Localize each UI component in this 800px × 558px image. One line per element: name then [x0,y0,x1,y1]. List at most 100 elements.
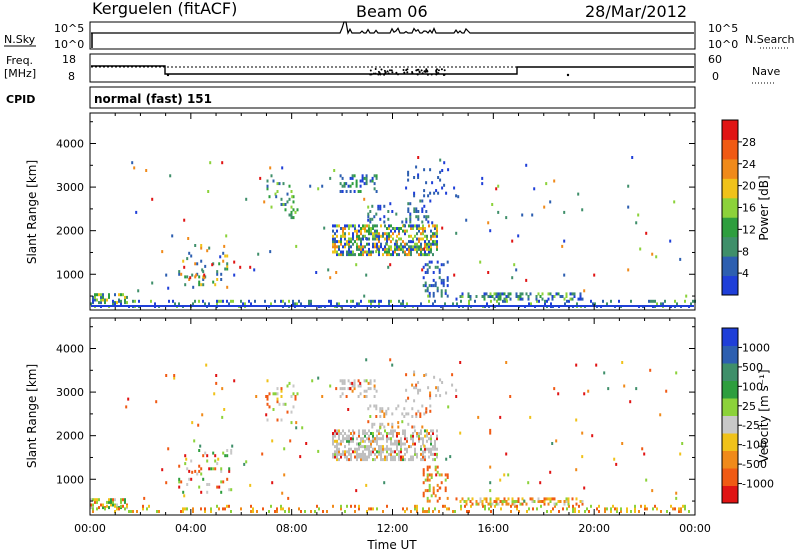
data-cell [362,450,364,454]
data-cell [565,295,568,298]
data-cell [511,500,514,503]
data-cell [430,247,432,251]
data-cell [428,291,431,295]
data-cell [372,242,374,246]
data-cell [219,255,222,259]
data-cell [423,194,426,198]
data-cell [388,447,390,451]
data-cell [414,447,416,451]
data-cell [182,510,184,513]
data-cell [392,432,394,435]
data-cell [404,458,406,462]
data-cell [120,498,122,502]
data-cell [424,458,426,462]
data-cell [497,210,500,214]
data-cell [362,224,364,228]
data-cell [428,294,431,298]
data-cell [412,245,414,249]
data-cell [511,239,514,243]
data-cell [590,299,592,303]
data-cell [231,444,234,448]
data-cell [365,273,368,277]
data-cell [418,240,420,244]
data-cell [228,488,231,492]
data-cell [178,272,181,276]
data-cell [436,470,439,474]
data-cell [413,191,416,195]
data-cell [210,467,213,471]
data-cell [382,445,384,449]
data-cell [385,412,388,416]
data-cell [436,265,439,269]
data-cell [527,295,530,298]
data-cell [431,221,434,225]
data-cell [439,158,442,162]
data-cell [342,245,344,249]
data-cell [354,240,356,244]
data-cell [340,432,342,435]
data-cell [422,450,424,454]
data-cell [453,273,456,277]
data-cell [188,251,191,255]
data-cell [426,447,428,451]
data-cell [388,237,390,241]
data-cell [294,302,296,306]
data-cell [620,510,622,513]
data-cell [362,432,364,435]
data-cell [376,242,378,246]
data-cell [356,452,358,456]
data-cell [294,397,297,401]
data-cell [346,253,348,257]
data-cell [578,504,580,508]
data-cell [353,379,356,383]
data-cell [406,242,408,246]
data-cell [300,302,302,306]
data-cell [346,439,348,443]
data-cell [336,450,338,454]
data-cell [209,161,212,165]
data-cell [280,395,283,398]
data-cell [412,224,414,228]
data-cell [391,412,394,416]
data-cell [352,450,354,454]
data-cell [102,298,104,302]
data-cell [489,465,492,469]
data-cell [132,299,134,303]
data-cell [296,302,298,306]
data-cell [531,500,534,503]
data-cell [282,203,285,206]
data-cell [441,169,444,172]
data-cell [280,387,283,391]
data-cell [446,476,449,479]
data-cell [483,295,486,298]
data-cell [662,302,664,306]
data-cell [444,478,447,482]
data-cell [424,455,426,459]
data-cell [432,240,434,244]
data-cell [423,204,426,208]
data-cell [495,295,498,298]
data-cell [202,299,204,303]
nave-point [378,72,381,75]
data-cell [378,237,380,241]
data-cell [355,263,358,267]
data-cell [626,507,628,511]
data-cell [343,381,346,385]
data-cell [444,489,447,493]
data-cell [411,425,414,429]
data-cell [376,232,378,236]
data-cell [673,200,676,204]
data-cell [390,240,392,244]
data-cell [489,502,492,506]
data-cell [417,173,420,177]
data-cell [379,426,382,430]
nave-point [443,69,446,72]
data-cell [451,373,454,377]
data-cell [627,205,630,209]
data-cell [368,445,370,449]
data-cell [535,295,538,298]
data-cell [380,242,382,246]
data-cell [390,442,392,446]
data-cell [434,234,436,238]
data-cell [332,250,334,254]
